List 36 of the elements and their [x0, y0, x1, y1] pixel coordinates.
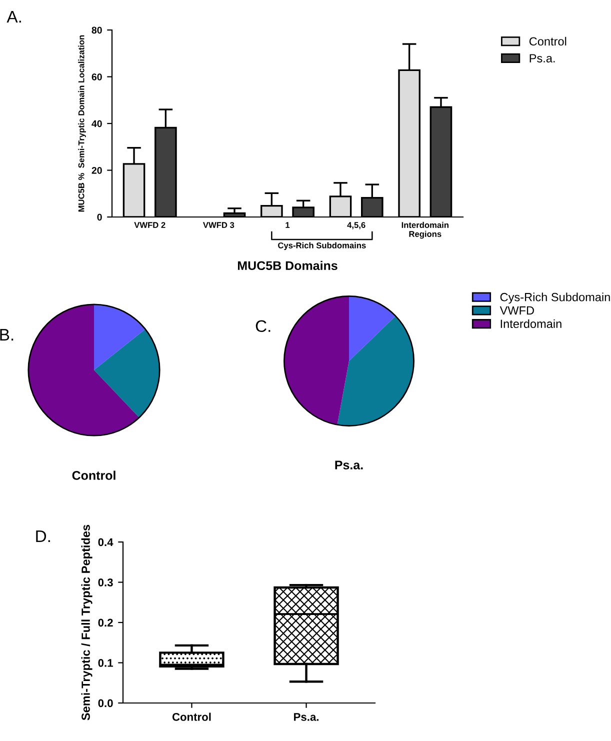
y-tick-label: 0.1 — [98, 659, 113, 667]
pie-slice — [349, 296, 396, 361]
y-tick-label: 0.2 — [98, 618, 113, 627]
pie-slice — [337, 316, 414, 426]
legend-label: Ps.a. — [530, 54, 555, 62]
pie-slice — [94, 304, 146, 370]
text: Ps.a. — [335, 460, 363, 470]
legend-label: Cys-Rich Subdomain — [500, 292, 610, 304]
y-tick-label: 0 — [97, 214, 102, 221]
text: A. — [6, 11, 21, 23]
x-tick-label: VWFD 3 — [202, 222, 234, 228]
x-tick-label: 4,5,6 — [347, 222, 366, 230]
y-tick-label: 80 — [92, 26, 102, 34]
legend-label: Control — [529, 36, 566, 46]
text: C. — [256, 320, 270, 332]
y-tick-label: 20 — [92, 166, 102, 174]
legend-label: VWFD — [500, 306, 534, 315]
pie-slice — [94, 329, 160, 418]
y-tick-label: 60 — [92, 73, 102, 80]
y-tick-label: 0.4 — [98, 538, 114, 546]
x-tick-label: 1 — [286, 222, 290, 228]
y-tick-label: 40 — [92, 120, 102, 128]
y-tick-label: 0.0 — [98, 699, 113, 708]
text: Control — [72, 470, 116, 480]
y-axis-title: Semi-Tryptic / Full Tryptic Peptides — [81, 524, 92, 720]
pie-slice — [28, 304, 140, 436]
pie-slice — [284, 296, 349, 425]
y-axis-title: MUC5B % Semi-Tryptic Domain Localization — [78, 35, 86, 212]
x-tick-label: VWFD 2 — [134, 222, 166, 228]
legend-label: Interdomain — [500, 319, 562, 328]
text: Cys-Rich Subdomains — [278, 242, 366, 250]
text: D. — [36, 530, 50, 542]
y-tick-label: 0.3 — [98, 578, 113, 586]
text: B. — [0, 329, 14, 340]
x-tick-label: Interdomain Regions — [402, 222, 448, 239]
x-axis-title: MUC5B Domains — [238, 260, 338, 270]
